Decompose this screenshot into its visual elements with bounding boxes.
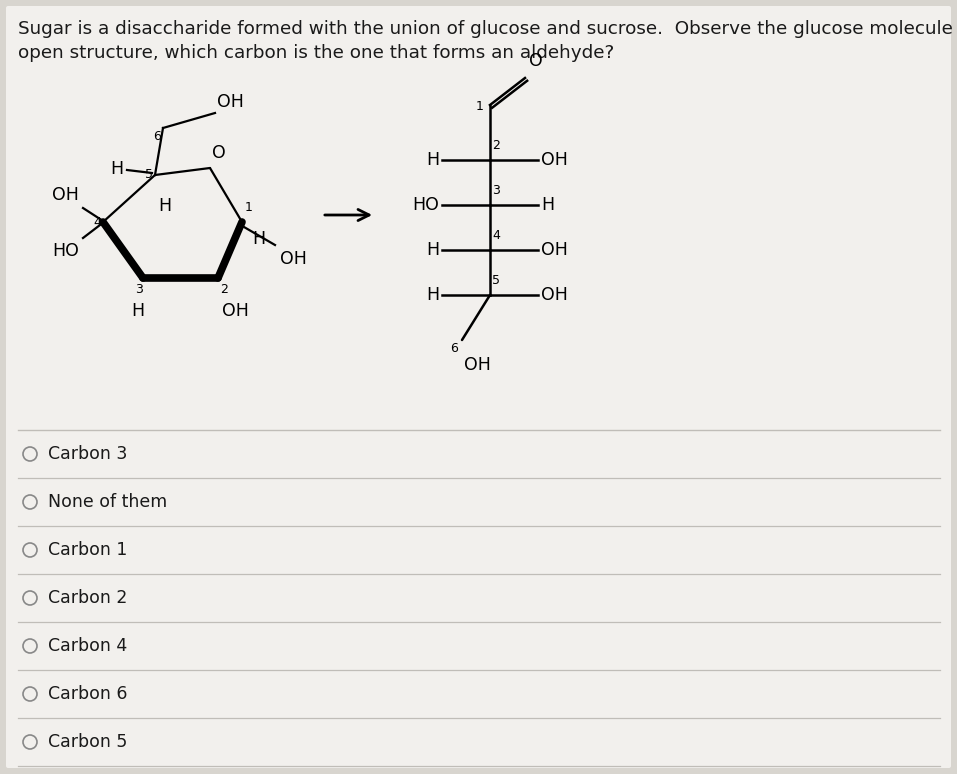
Text: Carbon 5: Carbon 5 [48, 733, 127, 751]
Bar [8, 430, 949, 766]
Text: Carbon 1: Carbon 1 [48, 541, 127, 559]
Text: 3: 3 [135, 283, 143, 296]
Text: Carbon 2: Carbon 2 [48, 589, 127, 607]
Text: Carbon 3: Carbon 3 [48, 445, 127, 463]
Text: 2: 2 [492, 139, 500, 152]
Text: 2: 2 [220, 283, 228, 296]
Text: 4: 4 [93, 215, 101, 228]
Text: OH: OH [464, 356, 491, 374]
Text: HO: HO [412, 196, 439, 214]
Text: H: H [426, 286, 439, 304]
Text: 3: 3 [492, 184, 500, 197]
Text: Carbon 4: Carbon 4 [48, 637, 127, 655]
Text: O: O [212, 144, 226, 162]
Text: Carbon 6: Carbon 6 [48, 685, 127, 703]
Text: H: H [159, 197, 171, 215]
Text: O: O [529, 52, 543, 70]
Text: OH: OH [280, 250, 307, 268]
Text: H: H [131, 302, 145, 320]
Text: OH: OH [52, 186, 79, 204]
Text: OH: OH [222, 302, 249, 320]
Text: 4: 4 [492, 229, 500, 242]
Text: 6: 6 [153, 130, 161, 143]
Text: None of them: None of them [48, 493, 167, 511]
Text: H: H [252, 230, 265, 248]
Text: H: H [426, 241, 439, 259]
Text: OH: OH [541, 241, 568, 259]
Text: 6: 6 [450, 342, 458, 355]
Text: H: H [426, 151, 439, 169]
Text: H: H [541, 196, 554, 214]
Text: 1: 1 [477, 101, 484, 114]
Text: open structure, which carbon is the one that forms an aldehyde?: open structure, which carbon is the one … [18, 44, 614, 62]
Text: OH: OH [541, 151, 568, 169]
Text: 1: 1 [245, 201, 253, 214]
Text: H: H [110, 160, 123, 178]
Text: HO: HO [52, 242, 79, 260]
Text: OH: OH [217, 93, 244, 111]
Text: 5: 5 [145, 169, 153, 181]
Text: OH: OH [541, 286, 568, 304]
Text: Sugar is a disaccharide formed with the union of glucose and sucrose.  Observe t: Sugar is a disaccharide formed with the … [18, 20, 953, 38]
FancyBboxPatch shape [6, 6, 951, 768]
Text: 5: 5 [492, 274, 500, 287]
